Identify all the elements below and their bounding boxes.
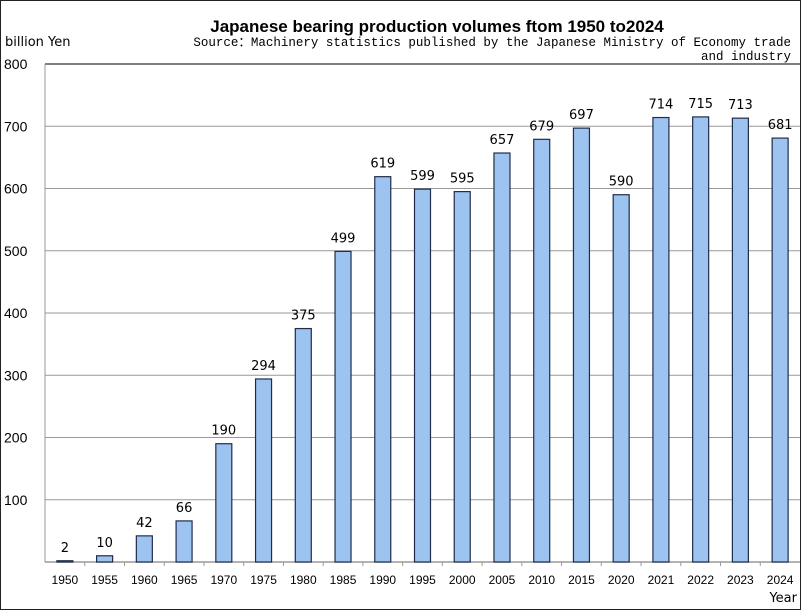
data-label: 679 [529,119,554,134]
x-tick-label: 1965 [171,573,198,587]
x-tick-label: 1960 [131,573,158,587]
x-tick-label: 2024 [767,573,794,587]
y-tick-label: 700 [4,118,28,134]
bar [374,176,392,563]
x-tick-label: 1985 [330,573,357,587]
bar [175,520,193,563]
x-tick-label: 1975 [250,573,277,587]
x-axis-label: Year [768,591,797,606]
x-tick-label: 2010 [528,573,555,587]
x-tick-label: 1990 [369,573,396,587]
bar [56,560,74,563]
data-label: 681 [768,118,793,133]
bar [294,327,312,563]
bar [612,194,630,563]
data-label: 42 [136,516,153,531]
y-tick-label: 200 [4,430,28,446]
data-label: 657 [490,133,515,148]
x-tick-label: 1950 [52,573,79,587]
y-tick-label: 300 [4,367,28,383]
bar [493,152,511,563]
y-axis-label: billion Yen [5,35,70,50]
x-tick-label: 2021 [648,573,675,587]
data-label: 10 [96,536,113,551]
y-tick-label: 800 [4,56,28,72]
chart-source-line-1: Source：Machinery statistics published by… [193,36,791,50]
data-label: 595 [450,172,475,187]
x-tick-label: 1955 [91,573,118,587]
y-tick-label: 400 [4,305,28,321]
bar [96,555,114,563]
x-tick-label: 1995 [409,573,436,587]
y-tick-label: 600 [4,181,28,197]
x-tick-label: 2000 [449,573,476,587]
bar [215,443,233,563]
bar [135,535,153,563]
x-tick-label: 1970 [210,573,237,587]
bar [453,191,471,563]
data-label: 713 [728,98,753,113]
data-label: 499 [331,231,356,246]
chart-source-line-2: and industry [701,50,792,64]
y-tick-label: 500 [4,243,28,259]
data-label: 714 [649,98,674,113]
x-tick-label: 2015 [568,573,595,587]
data-label: 294 [251,359,276,374]
x-tick-label: 2023 [727,573,754,587]
bar [254,378,273,563]
x-tick-label: 2020 [608,573,635,587]
data-label: 697 [569,108,594,123]
bar [413,188,432,563]
bar [572,127,591,563]
data-label: 619 [370,157,395,172]
bar [771,137,789,563]
bar [652,116,670,563]
data-label: 66 [176,501,193,516]
x-tick-label: 1980 [290,573,317,587]
x-tick-label: 2005 [489,573,516,587]
bar [334,250,352,563]
bar [731,117,749,563]
data-label: 190 [211,424,236,439]
data-label: 715 [688,97,713,112]
data-label: 2 [61,541,69,556]
data-label: 375 [291,309,316,324]
data-label: 599 [410,169,435,184]
bar [692,116,710,563]
bar [533,138,551,563]
data-label: 590 [609,175,634,190]
chart-title: Japanese bearing production volumes ftom… [210,17,664,36]
y-tick-label: 100 [4,492,28,508]
x-tick-label: 2022 [687,573,714,587]
